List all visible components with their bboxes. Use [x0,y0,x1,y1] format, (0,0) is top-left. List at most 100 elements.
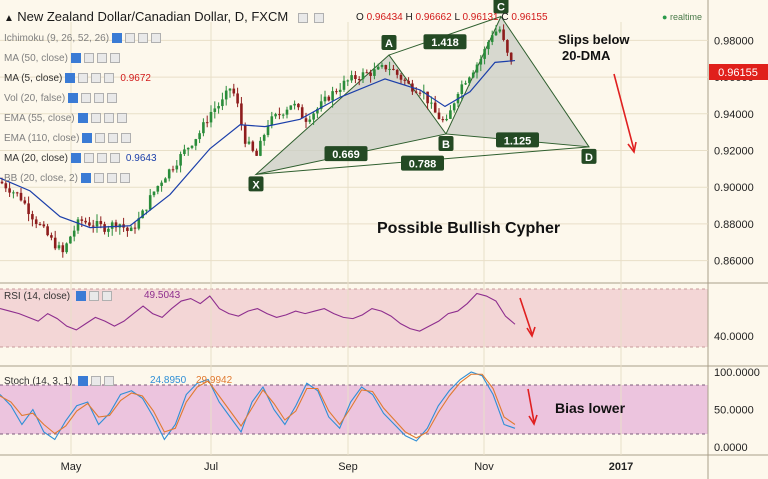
candle-body [376,66,380,70]
settings-icon[interactable] [95,133,106,144]
stoch-band [0,385,708,434]
candle-body [479,58,483,65]
remove-icon[interactable] [151,33,162,44]
eye-icon[interactable] [78,376,89,387]
settings-icon[interactable] [81,93,92,104]
candle-body [179,154,182,166]
settings-icon[interactable] [93,173,104,184]
settings-icon[interactable] [88,291,99,302]
eye-icon[interactable] [80,173,91,184]
add-icon[interactable] [106,173,117,184]
candle-body [129,227,133,232]
ratio-label-text: 1.125 [504,135,532,147]
remove-icon[interactable] [104,73,115,84]
settings-icon[interactable] [78,73,89,84]
ratio-label [496,132,539,148]
candle-body [262,135,266,141]
ohlc-open-value: 0.96434 [366,12,403,23]
eye-icon[interactable] [75,291,86,302]
candle-body [50,235,53,238]
remove-icon[interactable] [107,93,118,104]
candle-body [205,122,209,124]
chart-header: ▲ New Zealand Dollar/Canadian Dollar, D,… [4,9,324,24]
indicator-legend-item: BB (20, close, 2) [4,172,130,186]
collapse-icon[interactable]: ▲ [4,13,14,24]
point-label-b [438,135,454,151]
indicator-value: 0.9672 [120,73,151,84]
add-icon[interactable] [94,93,105,104]
ratio-label [401,155,444,171]
remove-icon[interactable] [109,53,120,64]
indicator-legend-item: EMA (110, close) [4,132,132,146]
add-icon[interactable] [138,33,149,44]
x-tick-label: Nov [474,461,494,473]
realtime-dot-icon: ● [662,12,668,22]
candle-body [107,228,110,232]
add-icon[interactable] [96,153,107,164]
eye-icon[interactable] [112,33,123,44]
remove-icon[interactable] [116,113,127,124]
candle-body [186,147,190,150]
indicator-label: Vol (20, false) [4,93,66,104]
candle-body [319,101,323,109]
eye-icon[interactable] [68,93,79,104]
point-label-b-text: B [442,139,450,151]
candle-body [441,119,445,121]
settings-icon[interactable] [90,113,101,124]
rsi-value: 49.5043 [144,290,181,301]
candle-body [498,29,502,32]
annotation-bias-lower: Bias lower [555,400,626,416]
indicator-label: Ichimoku (9, 26, 52, 26) [4,33,110,44]
candle-body [152,191,156,196]
remove-icon[interactable] [101,291,112,302]
candle-body [34,219,38,225]
indicator-legend-item: MA (20, close) 0.9643 [4,152,157,166]
point-label-d [581,148,597,164]
indicator-value: 0.9643 [125,153,157,164]
candle-body [342,80,346,90]
rsi-title: RSI (14, close) [4,291,71,302]
candle-body [430,102,433,104]
axes: 0.980000.960000.940000.920000.900000.880… [61,35,760,473]
settings-icon[interactable] [297,12,308,23]
candle-body [114,222,118,228]
remove-icon[interactable] [109,153,120,164]
candle-body [487,41,490,50]
ohlc-close-key: C [501,12,509,23]
add-icon[interactable] [91,73,102,84]
indicator-legend-item: EMA (55, close) [4,112,127,126]
eye-icon[interactable] [65,73,76,84]
settings-icon[interactable] [125,33,136,44]
candle-body [137,218,141,229]
eye-icon[interactable] [70,53,81,64]
add-icon[interactable] [103,113,114,124]
candle-body [183,149,186,155]
candle-body [293,103,296,106]
candle-body [69,236,72,244]
candle-body [236,93,239,104]
candle-body [110,222,114,229]
candle-body [433,102,437,113]
eye-icon[interactable] [70,153,81,164]
candle-body [468,77,471,84]
candle-body [327,96,331,101]
candle-body [418,92,422,94]
candle-body [198,133,201,140]
add-icon[interactable] [108,133,119,144]
eye-icon[interactable] [77,113,88,124]
settings-icon[interactable] [91,376,102,387]
candle-body [99,221,103,225]
candle-body [380,65,384,67]
eye-icon[interactable] [82,133,93,144]
format-icon[interactable] [313,12,324,23]
remove-icon[interactable] [121,133,132,144]
ratio-label-text: 0.669 [332,149,360,161]
candle-body [445,118,448,121]
settings-icon[interactable] [83,53,94,64]
remove-icon[interactable] [119,173,130,184]
remove-icon[interactable] [104,376,115,387]
add-icon[interactable] [96,53,107,64]
settings-icon[interactable] [83,153,94,164]
candle-body [437,112,441,120]
point-label-c [493,0,509,14]
